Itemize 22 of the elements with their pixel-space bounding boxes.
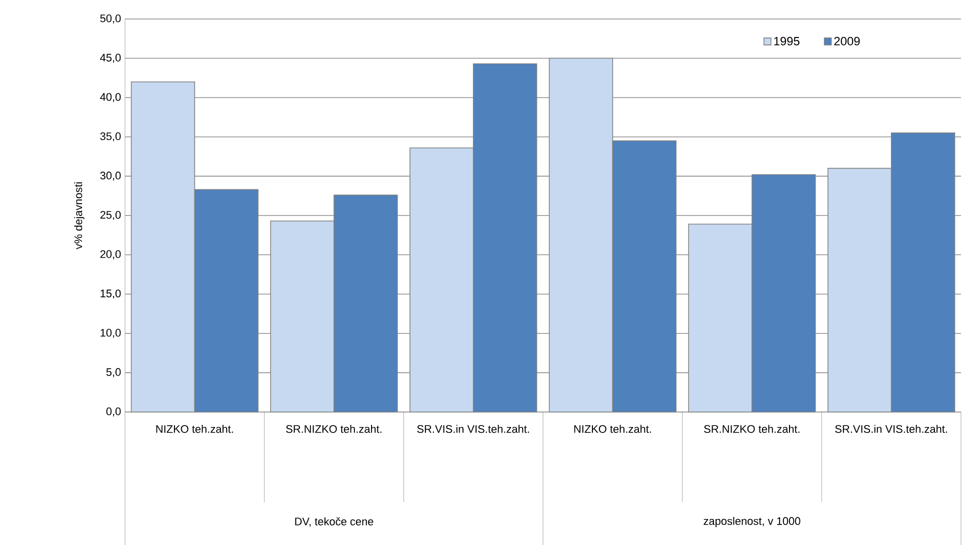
y-tick-label: 40,0 [100,93,121,102]
legend-label: 2009 [834,36,860,46]
y-tick-label: 15,0 [100,290,121,299]
x-tick-label: NIZKO teh.zaht. [574,424,651,433]
y-tick-label: 0,0 [106,407,121,417]
y-tick-label: 35,0 [100,132,121,142]
x-tick-label: NIZKO teh.zaht. [156,424,233,433]
x-tick-label: SR.VIS.in VIS.teh.zaht. [417,424,529,433]
y-tick-label: 10,0 [100,328,121,338]
x-tick-label: SR.NIZKO teh.zaht. [286,424,382,433]
y-tick-label: 45,0 [100,54,121,63]
legend-label: 1995 [774,36,800,46]
y-tick-label: 50,0 [100,14,121,24]
text: zaposlenost, v 1000 [704,516,800,528]
y-tick-label: 20,0 [100,250,121,260]
x-tick-label: SR.NIZKO teh.zaht. [704,424,800,433]
y-axis-title: v% dejavnosti [74,182,84,250]
y-tick-label: 30,0 [100,172,121,181]
y-tick-label: 25,0 [100,210,121,220]
text: DV, tekoče cene [295,517,374,527]
x-tick-label: SR.VIS.in VIS.teh.zaht. [835,424,947,433]
y-tick-label: 5,0 [106,368,121,378]
